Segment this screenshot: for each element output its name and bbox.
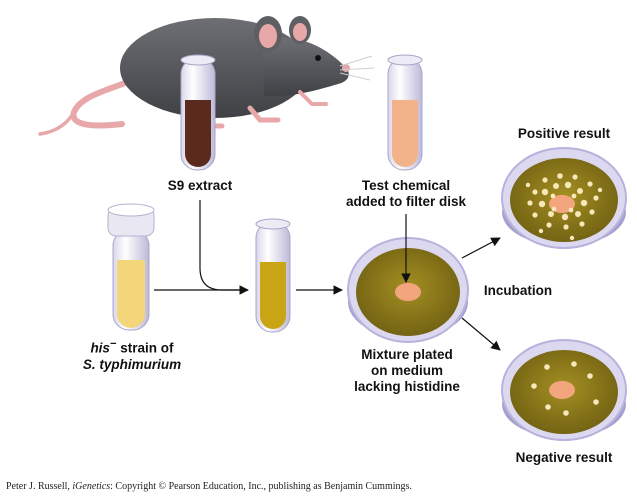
mixture-line2: on medium xyxy=(370,363,443,378)
arrow-to-negative xyxy=(461,317,501,351)
strain-label: his− strain of S. typhimurium xyxy=(70,336,194,373)
arrow-s9-to-mixture xyxy=(199,200,249,295)
negative-result-label: Negative result xyxy=(515,450,613,465)
positive-result-label: Positive result xyxy=(517,126,611,141)
mixture-plated-label: Mixture plated on medium lacking histidi… xyxy=(340,347,474,395)
mixture-tube xyxy=(255,218,291,333)
bacterial-strain-tube xyxy=(107,203,155,331)
positive-result-dish xyxy=(501,147,627,249)
mixture-line1: Mixture plated xyxy=(361,347,453,362)
s9-extract-tube xyxy=(180,54,216,171)
strain-superscript: − xyxy=(109,338,117,350)
strain-species: S. typhimurium xyxy=(82,356,182,372)
flow-arrows xyxy=(154,200,501,351)
center-petri-dish xyxy=(347,237,469,343)
s9-extract-label: S9 extract xyxy=(167,178,233,193)
test-chemical-tube xyxy=(387,54,423,171)
test-chemical-line2: added to filter disk xyxy=(345,194,467,209)
strain-line1: his− strain of xyxy=(70,336,194,357)
negative-result-dish xyxy=(501,339,627,441)
credit-author: Peter J. Russell, xyxy=(6,481,73,492)
filter-disk xyxy=(395,283,421,301)
mouse-illustration xyxy=(38,16,375,136)
test-chemical-label: Test chemical added to filter disk xyxy=(328,178,484,210)
strain-suffix-text: strain of xyxy=(116,340,174,356)
credit-book: iGenetics xyxy=(72,481,111,492)
arrow-to-positive xyxy=(461,237,501,259)
incubation-label: Incubation xyxy=(483,283,553,298)
copyright-credit: Peter J. Russell, iGenetics: Copyright ©… xyxy=(6,481,412,492)
negative-colonies xyxy=(531,361,599,416)
mixture-line3: lacking histidine xyxy=(354,379,460,394)
credit-rest: : Copyright © Pearson Education, Inc., p… xyxy=(110,481,412,492)
strain-his-text: his xyxy=(90,340,110,356)
positive-colonies xyxy=(525,173,603,241)
test-chemical-line1: Test chemical xyxy=(361,178,451,193)
